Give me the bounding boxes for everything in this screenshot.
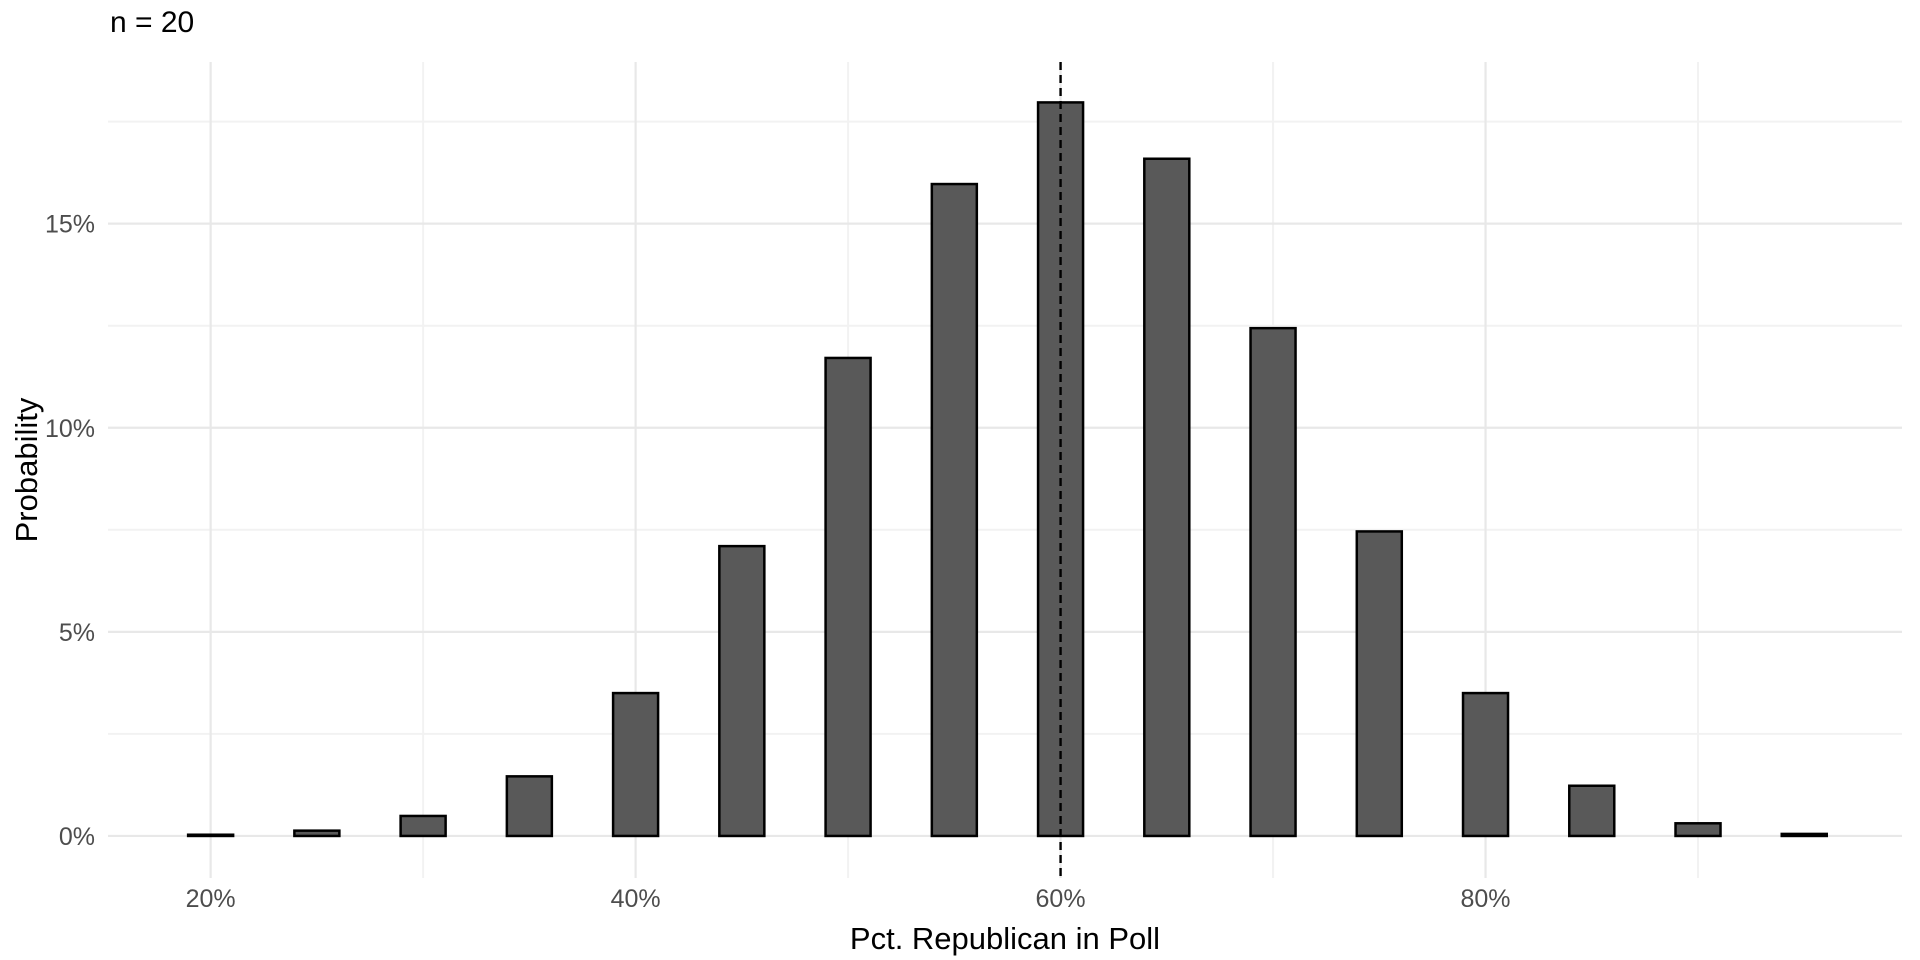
- bar: [1461, 691, 1510, 838]
- bar: [930, 182, 979, 838]
- bar: [505, 775, 554, 838]
- bar: [1249, 326, 1297, 838]
- bar: [824, 356, 872, 838]
- bar: [399, 814, 447, 838]
- plot-title: n = 20: [110, 6, 195, 39]
- y-tick-label: 0%: [59, 823, 95, 851]
- x-axis-title: Pct. Republican in Poll: [849, 921, 1161, 956]
- bar: [1674, 822, 1722, 838]
- bar: [718, 544, 766, 838]
- bar: [186, 833, 235, 838]
- x-tick-label: 60%: [1036, 885, 1086, 913]
- y-tick-label: 15%: [45, 211, 95, 239]
- x-tick-label: 40%: [611, 885, 661, 913]
- x-tick-label: 80%: [1461, 885, 1511, 913]
- bar: [1143, 157, 1191, 838]
- bar: [1780, 832, 1829, 838]
- x-tick-label: 20%: [186, 885, 236, 913]
- y-tick-label: 5%: [59, 619, 95, 647]
- bar: [293, 829, 341, 838]
- bar: [1568, 784, 1616, 838]
- y-tick-label: 10%: [45, 415, 95, 443]
- bar: [611, 691, 660, 838]
- bar: [1355, 530, 1404, 838]
